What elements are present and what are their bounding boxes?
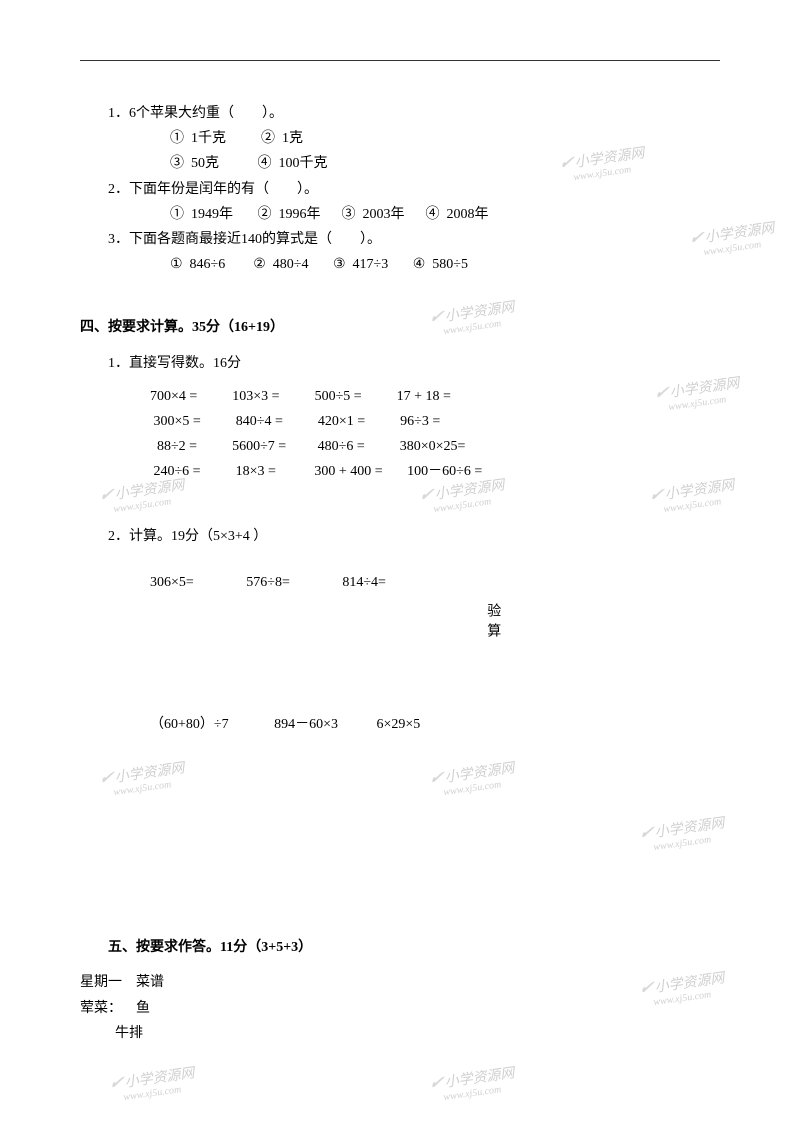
- calc-row-1: 300×5 = 840÷4 = 420×1 = 96÷3 =: [150, 409, 720, 434]
- calc-row-2: 88÷2 = 5600÷7 = 480÷6 = 380×0×25=: [150, 434, 720, 459]
- q3-opts: ① 846÷6 ② 480÷4 ③ 417÷3 ④ 580÷5: [170, 252, 720, 277]
- section5-title: 五、按要求作答。11分（3+5+3）: [108, 935, 720, 960]
- watermark: ✔小学资源网www.xj5u.com: [108, 1064, 197, 1104]
- q3-stem: 3．下面各题商最接近140的算式是（ ）。: [108, 227, 720, 252]
- calc-row-0: 700×4 = 103×3 = 500÷5 = 17 + 18 =: [150, 384, 720, 409]
- watermark: ✔小学资源网www.xj5u.com: [428, 1064, 517, 1104]
- q1-stem: 1．6个苹果大约重（ ）。: [108, 101, 720, 126]
- section4-sub1: 1．直接写得数。16分: [108, 351, 720, 376]
- section5-line1: 星期一 菜谱: [80, 970, 720, 995]
- calc-row-3: 240÷6 = 18×3 = 300 + 400 = 100－60÷6 =: [150, 459, 720, 484]
- q1-opts-row2: ③ 50克 ④ 100千克: [170, 151, 720, 176]
- section4-sub2: 2．计算。19分（5×3+4 ）: [108, 524, 720, 549]
- calc2-row1: 306×5= 576÷8= 814÷4=: [150, 570, 720, 595]
- q1-opts-row1: ① 1千克 ② 1克: [170, 126, 720, 151]
- top-rule: [80, 60, 720, 61]
- section5-line3: 牛排: [80, 1021, 720, 1046]
- calc2-row2: （60+80）÷7 894－60×3 6×29×5: [150, 712, 720, 737]
- q2-opts: ① 1949年 ② 1996年 ③ 2003年 ④ 2008年: [170, 202, 720, 227]
- section4-title: 四、按要求计算。35分（16+19）: [80, 315, 720, 340]
- q2-stem: 2．下面年份是闰年的有（ ）。: [108, 177, 720, 202]
- section5-line2: 荤菜： 鱼: [80, 996, 720, 1021]
- verify-label: 验算: [480, 603, 505, 643]
